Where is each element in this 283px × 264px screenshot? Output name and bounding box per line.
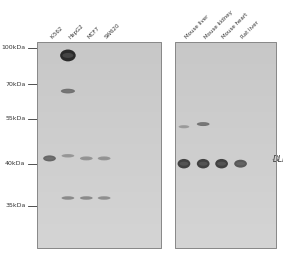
Ellipse shape — [60, 50, 76, 61]
Text: DLK1: DLK1 — [273, 155, 283, 164]
Ellipse shape — [63, 53, 73, 58]
Text: 100kDa: 100kDa — [1, 45, 25, 50]
Text: K-562: K-562 — [50, 25, 64, 40]
Ellipse shape — [179, 125, 189, 128]
Text: SW620: SW620 — [104, 22, 121, 40]
Text: 35kDa: 35kDa — [5, 204, 25, 208]
Ellipse shape — [179, 162, 188, 166]
Ellipse shape — [199, 162, 208, 166]
Text: Rat liver: Rat liver — [241, 20, 260, 40]
Ellipse shape — [82, 197, 91, 199]
Ellipse shape — [45, 157, 54, 160]
Ellipse shape — [80, 156, 93, 160]
Ellipse shape — [234, 160, 247, 168]
Text: Mouse liver: Mouse liver — [184, 14, 210, 40]
Ellipse shape — [100, 158, 109, 159]
Ellipse shape — [199, 123, 208, 125]
Ellipse shape — [197, 122, 209, 126]
Text: 55kDa: 55kDa — [5, 116, 25, 121]
Ellipse shape — [80, 196, 93, 200]
Ellipse shape — [43, 155, 56, 161]
Ellipse shape — [100, 197, 109, 199]
Text: Mouse heart: Mouse heart — [222, 12, 249, 40]
Text: 40kDa: 40kDa — [5, 161, 25, 166]
Ellipse shape — [178, 159, 190, 168]
Text: 70kDa: 70kDa — [5, 82, 25, 87]
Ellipse shape — [62, 196, 74, 200]
Ellipse shape — [63, 197, 72, 199]
Text: MCF7: MCF7 — [86, 25, 100, 40]
FancyBboxPatch shape — [175, 42, 276, 248]
FancyBboxPatch shape — [37, 42, 161, 248]
Ellipse shape — [180, 126, 188, 127]
Ellipse shape — [63, 155, 72, 157]
Text: Mouse kidney: Mouse kidney — [203, 9, 233, 40]
Bar — [37, 42, 161, 248]
Bar — [175, 42, 276, 248]
Ellipse shape — [63, 90, 73, 92]
Text: HepG2: HepG2 — [68, 23, 85, 40]
Ellipse shape — [197, 159, 209, 168]
Ellipse shape — [236, 162, 245, 165]
Ellipse shape — [98, 196, 110, 200]
Ellipse shape — [98, 156, 110, 160]
Ellipse shape — [215, 159, 228, 168]
Ellipse shape — [62, 154, 74, 158]
Ellipse shape — [61, 89, 75, 93]
Ellipse shape — [217, 162, 226, 166]
Ellipse shape — [82, 158, 91, 159]
